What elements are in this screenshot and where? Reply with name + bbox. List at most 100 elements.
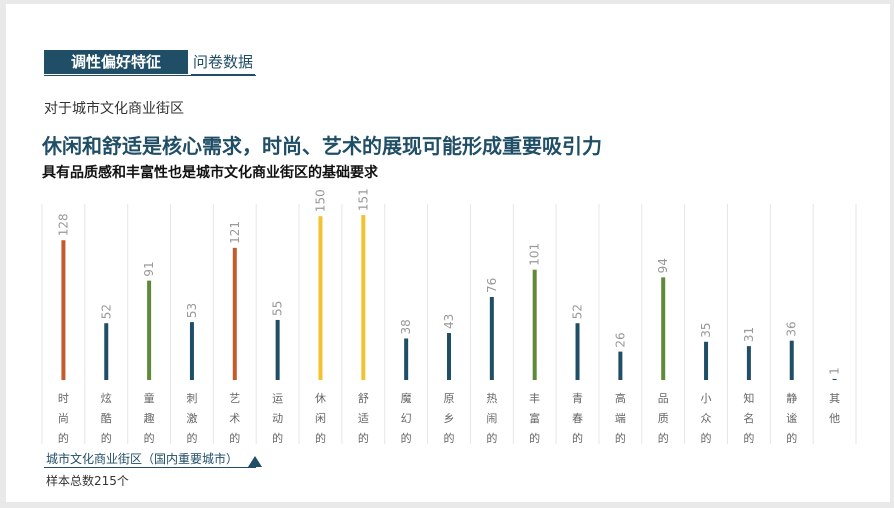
category-label: 品	[658, 392, 669, 405]
data-label: 36	[785, 321, 799, 336]
bar-chart: 128时尚的52炫酷的91童趣的53刺激的121艺术的55运动的150休闲的15…	[41, 188, 857, 445]
data-label: 35	[699, 322, 713, 337]
data-label: 43	[442, 314, 456, 329]
data-label: 55	[271, 301, 285, 316]
category-label: 端	[615, 412, 626, 425]
data-label: 101	[528, 243, 542, 266]
bar	[789, 340, 794, 380]
footer-divider	[44, 467, 256, 468]
page-subtitle: 具有品质感和丰富性也是城市文化商业街区的基础要求	[42, 165, 378, 181]
category-label: 春	[572, 412, 583, 425]
category-label: 的	[701, 431, 712, 445]
category-label: 闹	[486, 412, 497, 425]
category-label: 热	[486, 392, 497, 405]
category-label: 小	[701, 392, 712, 405]
category-label: 谧	[786, 412, 797, 425]
category-label: 术	[229, 412, 240, 425]
data-label: 52	[571, 304, 585, 319]
category-label: 名	[743, 411, 754, 425]
data-label: 121	[228, 221, 242, 244]
section-tag: 调性偏好特征	[44, 50, 188, 74]
bar	[532, 269, 537, 380]
category-label: 适	[358, 412, 369, 425]
category-label: 刺	[186, 392, 197, 405]
category-label: 的	[444, 431, 455, 445]
category-label: 动	[272, 412, 283, 425]
bar	[704, 341, 709, 380]
category-label: 激	[186, 411, 197, 425]
category-label: 的	[658, 431, 669, 445]
category-label: 众	[701, 412, 712, 425]
triangle-icon	[248, 456, 262, 467]
survey-data-link[interactable]: 问卷数据	[191, 50, 256, 75]
bar	[447, 333, 451, 380]
bar	[661, 277, 666, 380]
category-label: 的	[229, 431, 240, 445]
category-label: 富	[529, 411, 540, 425]
bar	[746, 346, 751, 380]
data-label: 53	[185, 303, 199, 318]
category-label: 的	[572, 431, 583, 445]
category-label: 知	[743, 391, 754, 405]
data-label: 1	[828, 367, 842, 375]
category-label: 的	[743, 431, 754, 445]
category-label: 休	[315, 392, 326, 405]
category-label: 童	[144, 391, 155, 405]
data-label: 26	[613, 332, 627, 347]
category-label: 魔	[401, 391, 412, 405]
page-title: 休闲和舒适是核心需求，时尚、艺术的展现可能形成重要吸引力	[42, 134, 602, 158]
data-label: 94	[656, 258, 670, 273]
data-label: 150	[313, 189, 327, 212]
category-label: 原	[444, 392, 455, 405]
data-label: 128	[56, 213, 70, 236]
category-label: 的	[315, 431, 326, 445]
bar	[361, 215, 366, 380]
category-label: 的	[186, 431, 197, 445]
intro-text: 对于城市文化商业街区	[44, 101, 184, 117]
category-label: 时	[58, 392, 69, 405]
category-label: 炫	[101, 391, 112, 405]
category-label: 的	[272, 431, 283, 445]
data-label: 76	[485, 278, 499, 293]
category-label: 的	[144, 431, 155, 445]
chart-scope-label: 城市文化商业街区（国内重要城市）	[46, 452, 239, 466]
category-label: 艺	[229, 392, 240, 405]
data-label: 31	[742, 327, 756, 342]
category-label: 的	[615, 431, 626, 445]
bar	[575, 323, 580, 380]
category-label: 的	[358, 431, 369, 445]
bar	[489, 297, 494, 380]
bar	[61, 240, 66, 380]
data-label: 151	[356, 188, 370, 211]
bar	[275, 319, 280, 380]
category-label: 幻	[401, 412, 412, 425]
category-label: 的	[58, 431, 69, 445]
category-label: 青	[572, 392, 583, 405]
sample-size: 样本总数215个	[46, 474, 129, 488]
category-label: 乡	[444, 412, 455, 425]
bar	[232, 247, 237, 380]
category-label: 的	[529, 431, 540, 445]
bar	[618, 351, 623, 380]
bar	[832, 378, 837, 380]
category-label: 闲	[315, 411, 326, 425]
slide: 调性偏好特征 问卷数据 对于城市文化商业街区 休闲和舒适是核心需求，时尚、艺术的…	[6, 4, 890, 502]
bar	[318, 216, 323, 380]
bar	[189, 322, 194, 380]
data-label: 52	[99, 304, 113, 319]
category-label: 静	[786, 391, 797, 405]
category-label: 的	[486, 431, 497, 445]
category-label: 运	[272, 392, 283, 405]
header-divider	[44, 75, 256, 76]
data-label: 38	[399, 319, 413, 334]
category-label: 丰	[529, 392, 540, 405]
category-label: 酷	[101, 412, 112, 425]
data-label: 91	[142, 261, 156, 276]
category-label: 舒	[358, 391, 369, 405]
category-label: 高	[615, 391, 626, 405]
category-label: 尚	[58, 411, 69, 425]
category-label: 的	[101, 431, 112, 445]
category-label: 他	[829, 412, 840, 425]
category-label: 的	[786, 431, 797, 445]
bar	[404, 338, 409, 380]
